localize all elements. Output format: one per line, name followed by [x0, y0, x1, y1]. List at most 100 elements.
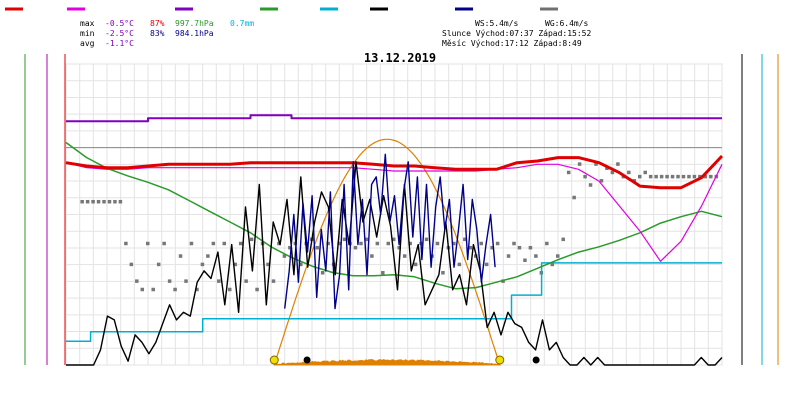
wind-dir-point: [441, 271, 445, 275]
wind-dir-point: [616, 162, 620, 166]
wind-dir-point: [518, 246, 522, 250]
chart-svg: 13.12.2019 max -0.5°C 87% 997.7hPa 0.7mm…: [0, 0, 800, 400]
wind-dir-point: [130, 263, 134, 267]
wind-dir-point: [561, 238, 565, 242]
wind-dir-point: [567, 171, 571, 175]
wind-dir-point: [108, 200, 112, 204]
wind-dir-point: [387, 242, 391, 246]
wind-dir-point: [578, 162, 582, 166]
stat-wg: WG:6.4m/s: [545, 19, 589, 28]
wind-dir-point: [86, 200, 90, 204]
stat-moon: Měsíc Východ:17:12 Západ:8:49: [442, 39, 582, 48]
wind-dir-point: [146, 242, 150, 246]
wind-dir-point: [643, 171, 647, 175]
wind-dir-point: [168, 279, 172, 283]
wind-dir-point: [665, 175, 669, 179]
wind-dir-point: [173, 288, 177, 292]
wind-dir-point: [649, 175, 653, 179]
wind-dir-point: [255, 288, 258, 292]
wind-dir-point: [496, 242, 500, 246]
wind-dir-point: [250, 238, 254, 242]
wind-dir-point: [381, 271, 385, 275]
wind-dir-point: [223, 242, 227, 246]
wind-dir-point: [184, 279, 188, 283]
wind-dir-point: [359, 242, 363, 246]
moonrise-marker: [533, 357, 540, 364]
sunrise-marker: [270, 356, 278, 364]
wind-dir-point: [190, 242, 194, 246]
wind-dir-point: [272, 279, 276, 283]
wind-dir-point: [113, 200, 117, 204]
wind-dir-point: [201, 263, 205, 267]
wind-dir-point: [376, 242, 380, 246]
wind-dir-point: [414, 263, 418, 267]
wind-dir-point: [157, 263, 161, 267]
chart-title: 13.12.2019: [364, 51, 436, 65]
weather-chart: 13.12.2019 max -0.5°C 87% 997.7hPa 0.7mm…: [0, 0, 800, 400]
wind-dir-point: [244, 279, 248, 283]
wind-dir-point: [687, 175, 691, 179]
wind-dir-point: [151, 288, 155, 292]
wind-dir-point: [485, 263, 489, 267]
wind-dir-point: [556, 254, 560, 257]
wind-dir-point: [97, 200, 101, 204]
wind-dir-point: [572, 196, 576, 200]
stat-avg-label: avg: [80, 39, 95, 48]
wind-dir-point: [354, 246, 358, 250]
sunset-marker: [496, 356, 504, 364]
wind-dir-point: [523, 258, 527, 262]
wind-dir-point: [534, 254, 538, 257]
wind-dir-point: [458, 263, 462, 267]
wind-dir-point: [512, 242, 516, 246]
stat-min-press: 984.1hPa: [175, 29, 214, 38]
wind-dir-point: [676, 175, 680, 179]
wind-dir-point: [479, 242, 483, 246]
wind-dir-point: [179, 254, 183, 257]
wind-dir-point: [589, 183, 593, 187]
wind-dir-point: [91, 200, 95, 204]
wind-dir-point: [638, 175, 642, 179]
stat-min-hum: 83%: [150, 29, 165, 38]
wind-dir-point: [141, 288, 145, 292]
wind-dir-point: [693, 175, 697, 179]
wind-dir-point: [709, 175, 713, 179]
wind-dir-point: [545, 242, 549, 246]
wind-dir-point: [119, 200, 123, 204]
stat-max-label: max: [80, 19, 95, 28]
wind-dir-point: [627, 171, 631, 175]
stat-avg-temp: -1.1°C: [105, 39, 134, 48]
wind-dir-point: [436, 242, 440, 246]
stat-ws: WS:5.4m/s: [475, 19, 519, 28]
wind-dir-point: [321, 271, 325, 275]
moonset-marker: [304, 357, 311, 364]
stat-sun: Slunce Východ:07:37 Západ:15:52: [442, 29, 591, 38]
wind-dir-point: [228, 288, 232, 292]
wind-dir-point: [660, 175, 664, 179]
wind-dir-point: [135, 279, 139, 283]
stat-max-temp: -0.5°C: [105, 19, 134, 28]
wind-dir-point: [403, 254, 407, 257]
wind-dir-point: [206, 254, 210, 257]
wind-dir-point: [425, 238, 429, 242]
stat-max-press: 997.7hPa: [175, 19, 214, 28]
wind-dir-point: [370, 254, 374, 257]
wind-dir-point: [507, 254, 511, 257]
wind-dir-point: [682, 175, 686, 179]
wind-dir-point: [162, 242, 166, 246]
stat-min-label: min: [80, 29, 95, 38]
wind-dir-point: [217, 279, 221, 283]
stat-rain: 0.7mm: [230, 19, 254, 28]
stat-max-hum: 87%: [150, 19, 165, 28]
wind-dir-point: [239, 242, 243, 246]
stats-block: max -0.5°C 87% 997.7hPa 0.7mm min -2.5°C…: [80, 19, 591, 48]
wind-dir-point: [80, 200, 84, 204]
wind-dir-point: [671, 175, 675, 179]
wind-dir-point: [654, 175, 658, 179]
wind-dir-point: [583, 175, 587, 179]
wind-dir-point: [315, 246, 319, 250]
wind-dir-point: [124, 242, 128, 246]
stat-min-temp: -2.5°C: [105, 29, 134, 38]
wind-dir-point: [102, 200, 106, 204]
wind-dir-point: [212, 242, 216, 246]
wind-dir-point: [529, 246, 533, 250]
